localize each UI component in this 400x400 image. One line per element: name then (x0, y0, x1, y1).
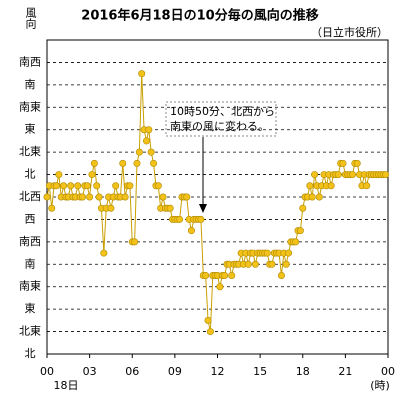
data-point (138, 70, 146, 78)
data-point (183, 193, 191, 201)
y-tick-label: 東 (25, 123, 36, 136)
data-point (263, 249, 271, 257)
data-point (292, 238, 300, 246)
data-point (268, 260, 276, 268)
data-point (48, 204, 56, 212)
data-point (159, 193, 167, 201)
x-tick-label: 00 (381, 365, 395, 378)
annotation-line: 10時50分、北西から (170, 105, 275, 118)
data-point (145, 126, 153, 134)
data-point (176, 215, 184, 223)
x-date-label: 18日 (54, 379, 79, 392)
y-tick-label: 南東 (19, 280, 41, 293)
data-point (221, 271, 229, 279)
x-tick-label: 06 (125, 365, 139, 378)
y-tick-label: 南東 (19, 100, 41, 113)
data-point (308, 193, 316, 201)
y-axis-label: 風向 (24, 7, 37, 29)
data-point (88, 171, 96, 179)
x-tick-label: 15 (253, 365, 267, 378)
data-point (60, 182, 68, 190)
x-axis-label: (時) (370, 379, 390, 392)
data-point (147, 148, 155, 156)
data-point (150, 159, 158, 167)
x-tick-label: 09 (168, 365, 182, 378)
data-point (121, 193, 129, 201)
y-tick-label: 北 (25, 347, 36, 360)
data-point (79, 193, 87, 201)
data-point (244, 260, 252, 268)
data-point (90, 159, 98, 167)
data-point (133, 159, 141, 167)
data-point (86, 193, 94, 201)
data-point (52, 182, 60, 190)
data-point (327, 182, 335, 190)
data-point (204, 316, 212, 324)
data-point (334, 171, 342, 179)
data-point (306, 182, 314, 190)
data-point (382, 171, 390, 179)
data-point (187, 227, 195, 235)
x-tick-label: 18 (296, 365, 310, 378)
data-point (206, 328, 214, 336)
annotation-arrowhead (199, 204, 207, 213)
data-point (216, 283, 224, 291)
data-point (83, 182, 91, 190)
y-tick-label: 北東 (19, 325, 41, 338)
data-point (315, 193, 323, 201)
data-point (251, 260, 259, 268)
data-point (43, 193, 51, 201)
y-tick-label: 南西 (19, 55, 41, 68)
data-point (100, 249, 108, 257)
data-point (363, 182, 371, 190)
x-tick-label: 03 (83, 365, 97, 378)
data-point (131, 238, 139, 246)
data-point (282, 260, 290, 268)
data-point (119, 159, 127, 167)
data-point (135, 148, 143, 156)
data-point (311, 171, 319, 179)
data-point (348, 171, 356, 179)
data-point (126, 182, 134, 190)
y-tick-label: 南西 (19, 235, 41, 248)
data-point (202, 271, 210, 279)
annotation-line: 南東の風に変わる。 (170, 119, 269, 133)
data-point (95, 193, 103, 201)
data-point (277, 271, 285, 279)
chart-title: 2016年6月18日の10分毎の風向の推移 (81, 8, 318, 24)
x-tick-label: 12 (211, 365, 225, 378)
y-tick-label: 南 (25, 257, 36, 270)
y-tick-label: 北東 (19, 145, 41, 158)
data-point (296, 227, 304, 235)
data-point (299, 204, 307, 212)
data-point (93, 182, 101, 190)
data-point (55, 171, 63, 179)
data-point (67, 182, 75, 190)
y-tick-label: 南 (25, 78, 36, 91)
y-tick-label: 北西 (19, 190, 41, 203)
y-tick-label: 西 (25, 212, 36, 225)
data-point (339, 159, 347, 167)
data-point (142, 137, 150, 145)
y-tick-label: 東 (25, 302, 36, 315)
data-point (197, 215, 205, 223)
x-tick-label: 21 (338, 365, 352, 378)
x-tick-label: 00 (40, 365, 54, 378)
data-point (228, 271, 236, 279)
data-point (154, 182, 162, 190)
data-point (353, 159, 361, 167)
chart-subtitle: （日立市役所） (311, 25, 388, 39)
y-tick-label: 北 (25, 168, 36, 181)
data-point (285, 249, 293, 257)
data-point (166, 204, 174, 212)
data-point (112, 182, 120, 190)
data-point (107, 204, 115, 212)
data-point (74, 182, 82, 190)
